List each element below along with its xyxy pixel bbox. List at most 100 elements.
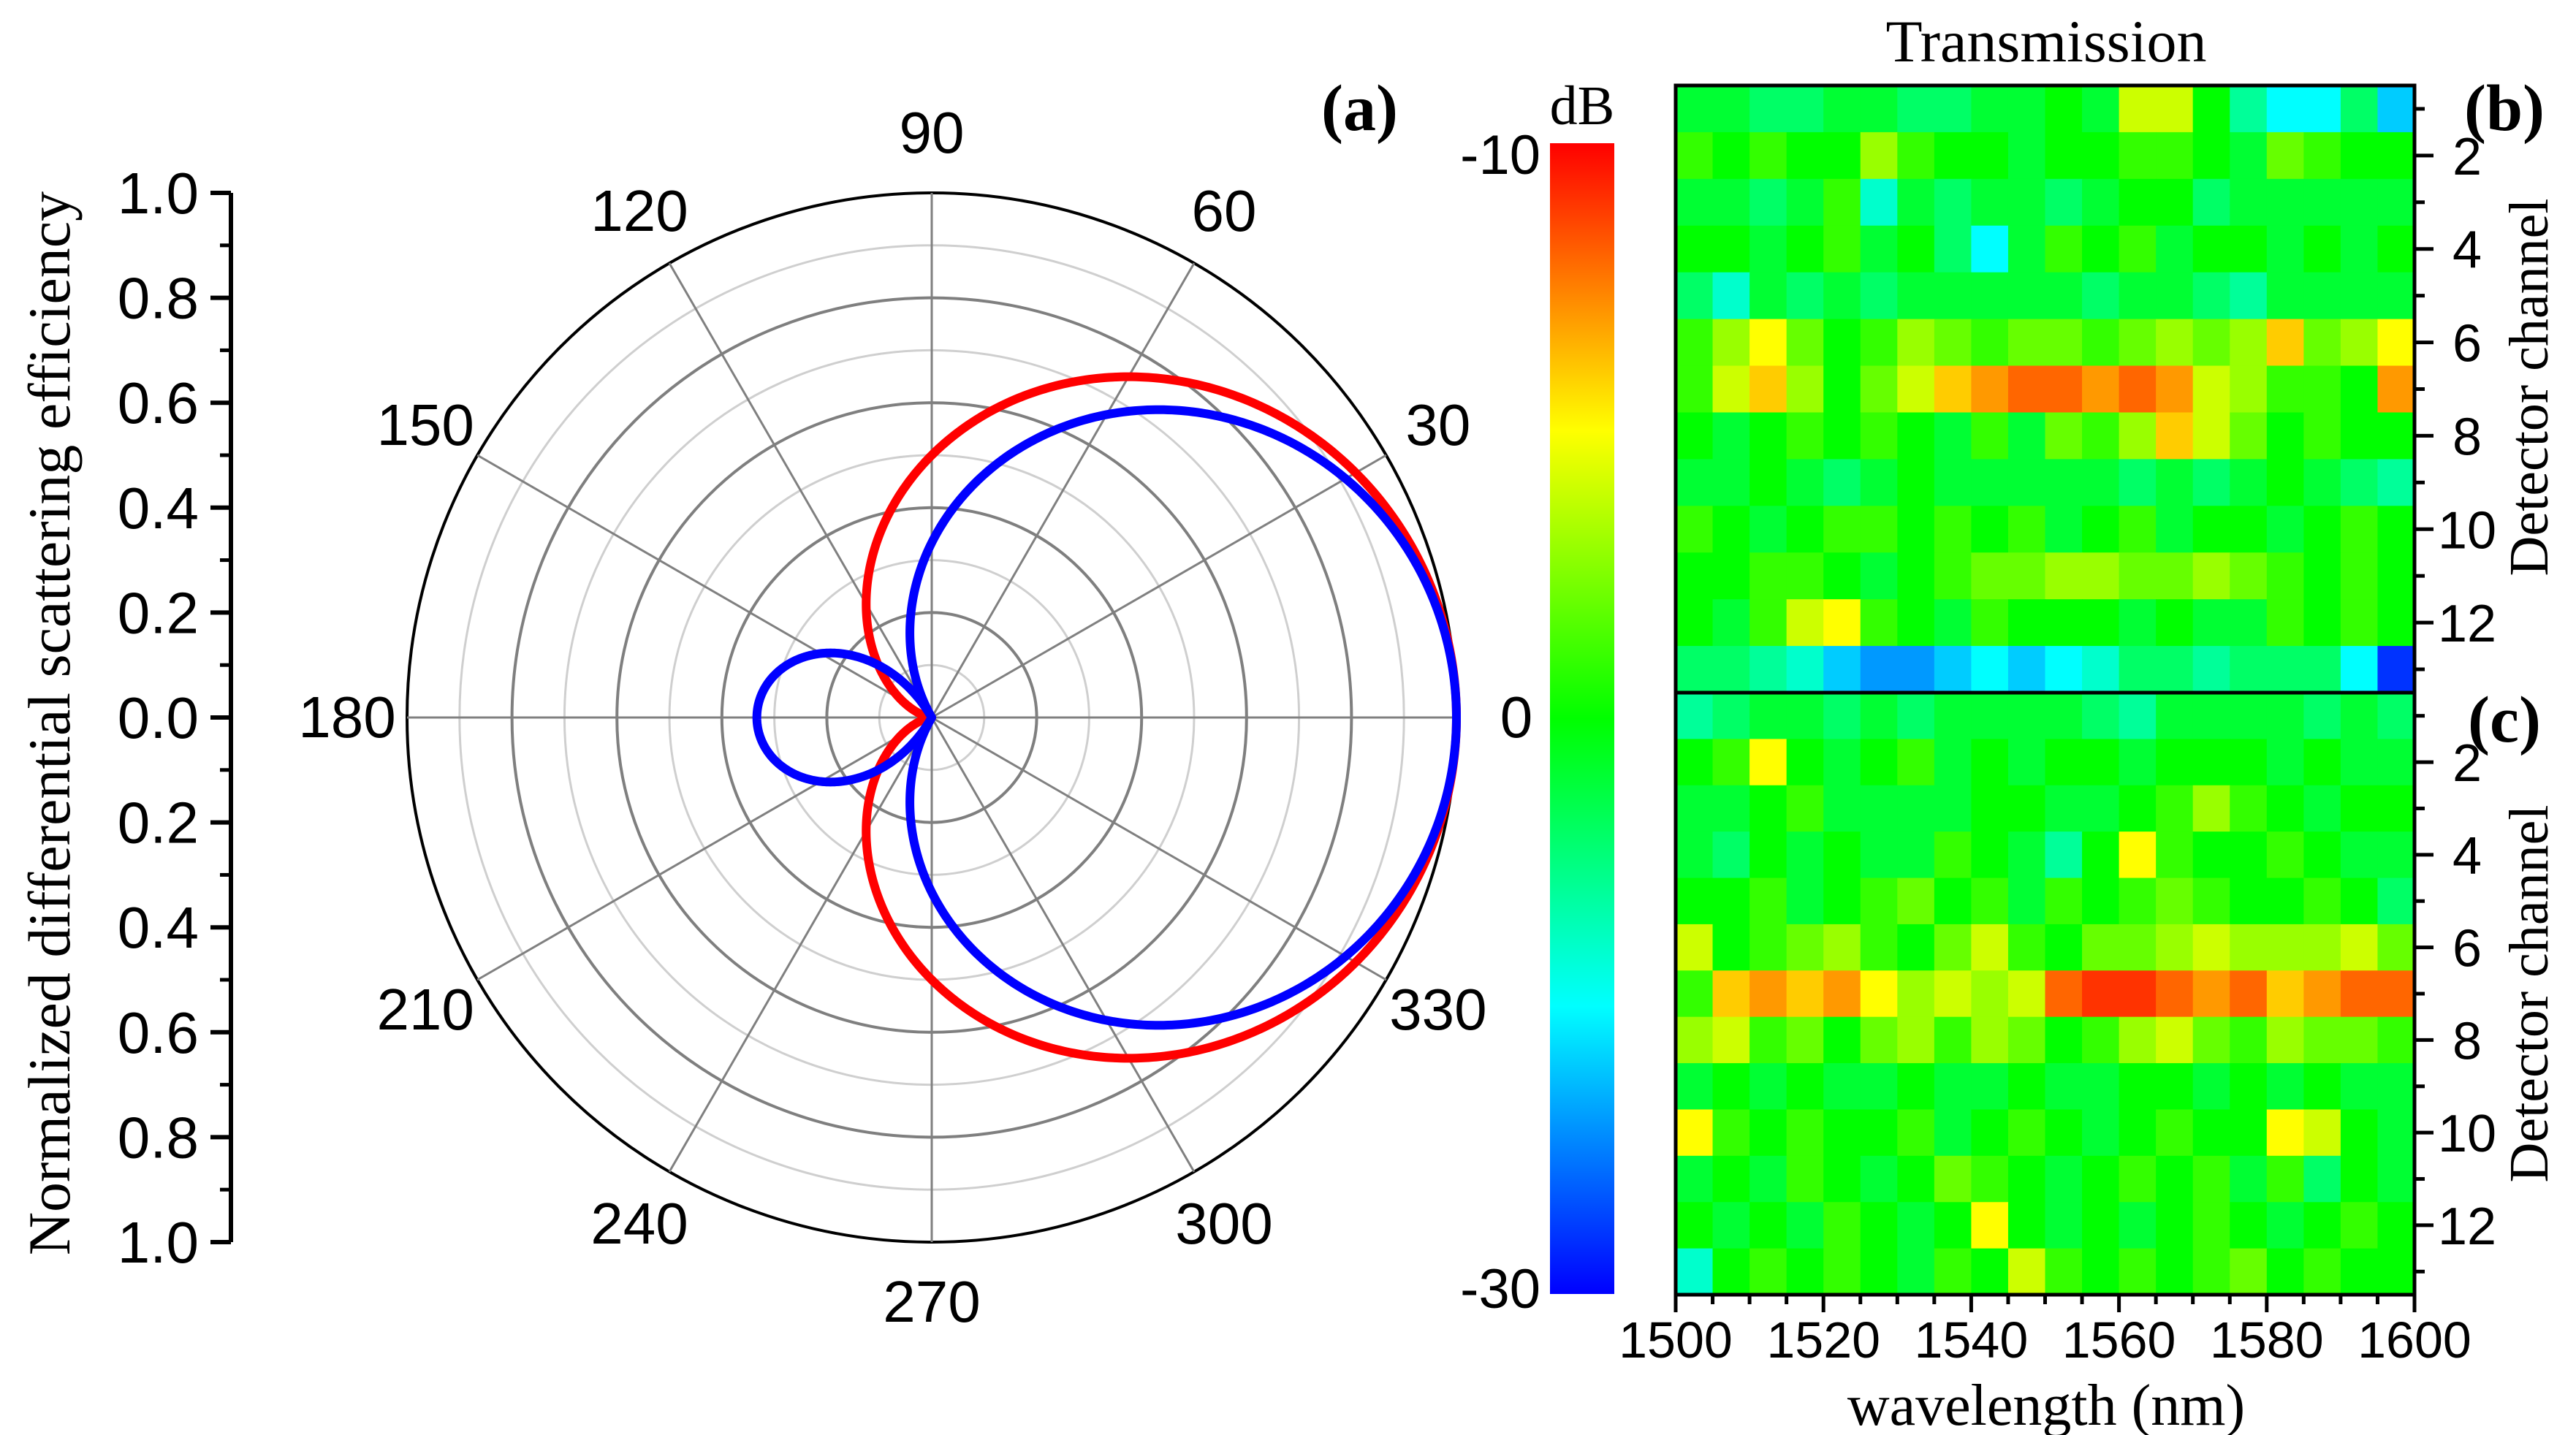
heatmap-cell xyxy=(2377,1063,2415,1111)
heatmap-cell xyxy=(2230,319,2268,367)
wavelength-tick-label: 1540 xyxy=(1915,1312,2029,1369)
heatmap-cell xyxy=(2156,319,2194,367)
heatmap-cell xyxy=(1786,1248,1824,1295)
heatmap-cell xyxy=(2303,552,2341,600)
heatmap-cell xyxy=(2303,924,2341,972)
heatmap-cell xyxy=(1971,85,2009,133)
heatmap-cell xyxy=(1823,970,1861,1018)
heatmap-cell xyxy=(1786,831,1824,879)
heatmap-cell xyxy=(2266,319,2305,367)
heatmap-cell xyxy=(2082,1202,2120,1249)
heatmap-cell xyxy=(2230,739,2268,786)
heatmap-cell xyxy=(1786,970,1824,1018)
heatmap-cell xyxy=(1897,272,1935,320)
heatmap-cell xyxy=(1897,178,1935,227)
heatmap-cell xyxy=(1749,85,1787,133)
angle-tick-label: 180 xyxy=(298,685,395,750)
heatmap-cell xyxy=(1971,1109,2009,1157)
heatmap-cell xyxy=(1712,1155,1750,1203)
heatmap-cell xyxy=(1676,506,1714,554)
left-axis-tick-label: 0.4 xyxy=(118,476,199,541)
heatmap-cell xyxy=(1897,1202,1935,1249)
heatmap-cell xyxy=(2192,319,2231,367)
heatmap-cell xyxy=(1823,412,1861,460)
heatmap-cell xyxy=(2119,1248,2157,1295)
heatmap-cell xyxy=(2230,85,2268,133)
heatmap-cell xyxy=(1860,225,1899,273)
heatmap-cell xyxy=(1712,970,1750,1018)
heatmap-cell xyxy=(2156,552,2194,600)
heatmap-cell xyxy=(2192,272,2231,320)
heatmap-cell xyxy=(1786,646,1824,693)
heatmap-cell xyxy=(1934,739,1972,786)
heatmap-cell xyxy=(1860,1202,1899,1249)
heatmap-cell xyxy=(1934,85,1972,133)
heatmap-cell xyxy=(2156,225,2194,273)
heatmap-cell xyxy=(1860,365,1899,414)
channel-tick-label: 12 xyxy=(2438,595,2496,653)
channel-tick-label: 6 xyxy=(2452,920,2482,978)
heatmap-cell xyxy=(2266,1155,2305,1203)
heatmap-cell xyxy=(1934,970,1972,1018)
polar-spoke xyxy=(931,454,1387,719)
heatmap-cell xyxy=(2045,1248,2083,1295)
heatmap-cell xyxy=(1676,178,1714,227)
heatmap-cell xyxy=(2007,225,2046,273)
channel-tick-label: 10 xyxy=(2438,1105,2496,1163)
heatmap-cell xyxy=(1676,924,1714,972)
heatmap-cell xyxy=(1897,85,1935,133)
heatmap-cell xyxy=(2119,225,2157,273)
heatmap-cell xyxy=(2303,1016,2341,1064)
heatmap-cell xyxy=(2266,225,2305,273)
heatmap-cell xyxy=(1676,646,1714,693)
heatmap-cell xyxy=(1860,924,1899,972)
heatmap-cell xyxy=(2377,924,2415,972)
heatmap-cell xyxy=(1860,646,1899,693)
heatmap-cell xyxy=(2082,1063,2120,1111)
heatmap-cell xyxy=(2266,1063,2305,1111)
heatmap-cell xyxy=(2119,646,2157,693)
heatmap-cell xyxy=(1823,178,1861,227)
channel-tick-label: 12 xyxy=(2438,1198,2496,1256)
heatmap-cell xyxy=(2192,225,2231,273)
heatmap-cell xyxy=(1749,132,1787,180)
heatmap-cell xyxy=(2303,878,2341,925)
heatmap-cell xyxy=(2119,1155,2157,1203)
heatmap-cell xyxy=(1712,924,1750,972)
heatmap-cell xyxy=(1971,831,2009,879)
heatmap-cell xyxy=(2119,85,2157,133)
heatmap-cell xyxy=(1897,412,1935,460)
heatmap-cell xyxy=(2007,272,2046,320)
left-axis-tick-label: 0.6 xyxy=(118,370,199,435)
heatmap-cell xyxy=(1934,646,1972,693)
heatmap-cell xyxy=(1786,552,1824,600)
heatmap-cell xyxy=(1860,552,1899,600)
heatmap-cell xyxy=(1786,506,1824,554)
heatmap-cell xyxy=(1934,831,1972,879)
heatmap-cell xyxy=(1860,85,1899,133)
heatmap-cell xyxy=(2045,970,2083,1018)
heatmap-cell xyxy=(2007,739,2046,786)
heatmap-cell xyxy=(1934,1202,1972,1249)
heatmap-cell xyxy=(2303,459,2341,507)
heatmap-cell xyxy=(2082,924,2120,972)
heatmap-cell xyxy=(1860,132,1899,180)
heatmap-cell xyxy=(2192,878,2231,925)
heatmap-cell xyxy=(1934,693,1972,740)
heatmap-cell xyxy=(2303,1063,2341,1111)
heatmap-cell xyxy=(2119,365,2157,414)
heatmap-cell xyxy=(2119,1202,2157,1249)
series-blue-curve xyxy=(752,405,1461,1030)
heatmap-cell xyxy=(1823,319,1861,367)
heatmap-cell xyxy=(1897,1155,1935,1203)
heatmap-cell xyxy=(2082,599,2120,647)
heatmap-cell xyxy=(1860,1016,1899,1064)
left-axis-tick-label: 1.0 xyxy=(118,161,199,226)
heatmap-cell xyxy=(1897,1109,1935,1157)
heatmap-cell xyxy=(2156,970,2194,1018)
heatmap-cell xyxy=(2082,459,2120,507)
heatmap-cell xyxy=(2303,785,2341,832)
heatmap-cell xyxy=(2340,85,2379,133)
heatmap-cell xyxy=(1934,1109,1972,1157)
heatmap-cell xyxy=(1971,970,2009,1018)
